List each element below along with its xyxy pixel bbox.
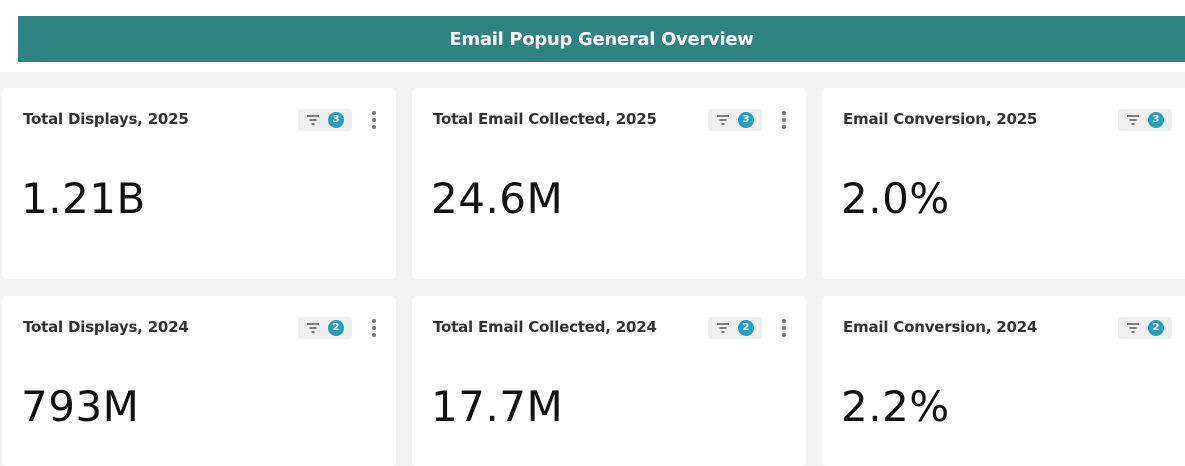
filter-chip[interactable]: 3 (708, 109, 762, 131)
menu-button[interactable] (779, 110, 789, 130)
filter-chip[interactable]: 2 (298, 317, 352, 339)
filter-count: 2 (738, 320, 754, 336)
kpi-value: 1.21B (21, 174, 146, 223)
kpi-value: 24.6M (431, 174, 564, 223)
filter-count: 3 (1148, 112, 1164, 128)
filter-count: 2 (328, 320, 344, 336)
kpi-value: 17.7M (431, 382, 564, 431)
menu-button[interactable] (779, 318, 789, 338)
filter-icon (1127, 115, 1139, 125)
menu-button[interactable] (369, 110, 379, 130)
kpi-card: Total Displays, 2025 3 1.21B (2, 88, 396, 279)
kpi-value: 793M (21, 382, 140, 431)
card-title: Email Conversion, 2025 (843, 110, 1038, 128)
menu-button[interactable] (369, 318, 379, 338)
filter-chip[interactable]: 3 (1118, 109, 1172, 131)
card-title: Email Conversion, 2024 (843, 318, 1038, 336)
card-title: Total Email Collected, 2025 (433, 110, 657, 128)
card-title: Total Displays, 2025 (23, 110, 189, 128)
filter-icon (717, 115, 729, 125)
filter-icon (307, 323, 319, 333)
filter-icon (1127, 323, 1139, 333)
menu-icon (782, 111, 786, 129)
kpi-card: Total Email Collected, 2025 3 24.6M (412, 88, 806, 279)
filter-count: 2 (1148, 320, 1164, 336)
card-title: Total Email Collected, 2024 (433, 318, 657, 336)
filter-count: 3 (328, 112, 344, 128)
menu-icon (372, 111, 376, 129)
filter-count: 3 (738, 112, 754, 128)
card-title: Total Displays, 2024 (23, 318, 189, 336)
dashboard-header: Email Popup General Overview (18, 16, 1185, 62)
kpi-value: 2.0% (841, 174, 950, 223)
kpi-value: 2.2% (841, 382, 950, 431)
kpi-card: Email Conversion, 2024 2 2.2% (822, 296, 1185, 466)
filter-chip[interactable]: 2 (1118, 317, 1172, 339)
filter-chip[interactable]: 3 (298, 109, 352, 131)
menu-icon (782, 319, 786, 337)
menu-icon (372, 319, 376, 337)
kpi-card: Email Conversion, 2025 3 2.0% (822, 88, 1185, 279)
kpi-card: Total Email Collected, 2024 2 17.7M (412, 296, 806, 466)
filter-icon (717, 323, 729, 333)
kpi-card: Total Displays, 2024 2 793M (2, 296, 396, 466)
filter-chip[interactable]: 2 (708, 317, 762, 339)
filter-icon (307, 115, 319, 125)
